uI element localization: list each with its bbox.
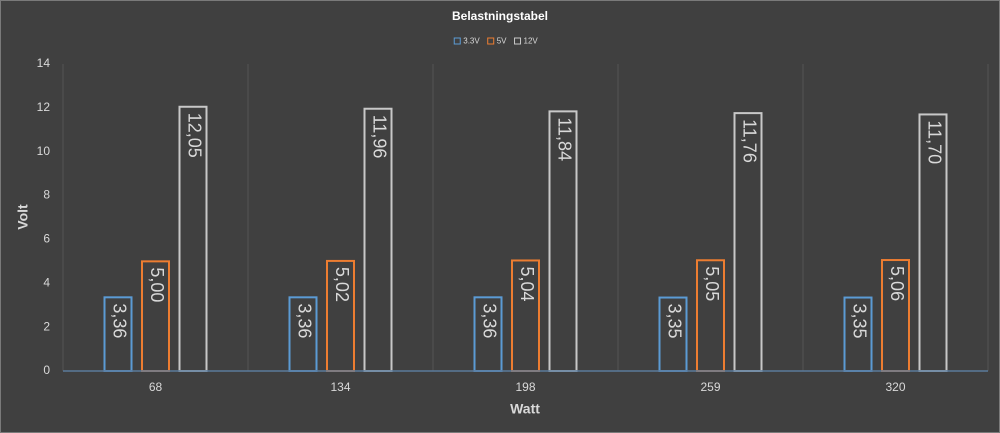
value-label: 11,96 bbox=[369, 115, 389, 159]
value-label: 5,02 bbox=[332, 267, 352, 302]
value-label: 3,36 bbox=[479, 303, 499, 338]
y-tick-label: 10 bbox=[37, 144, 51, 158]
y-tick-label: 0 bbox=[43, 363, 50, 377]
value-label: 5,06 bbox=[887, 266, 907, 301]
x-tick-label: 198 bbox=[515, 380, 535, 394]
value-label: 5,00 bbox=[147, 267, 167, 302]
value-label: 11,70 bbox=[924, 120, 944, 164]
x-tick-label: 134 bbox=[330, 380, 350, 394]
y-tick-label: 14 bbox=[37, 56, 51, 70]
legend-label: 12V bbox=[524, 37, 539, 46]
y-axis-label: Volt bbox=[15, 204, 31, 230]
value-label: 3,36 bbox=[109, 303, 129, 338]
legend-swatch bbox=[514, 37, 522, 45]
legend-label: 5V bbox=[497, 37, 507, 46]
value-label: 3,35 bbox=[849, 304, 869, 339]
value-label: 3,36 bbox=[294, 303, 314, 338]
value-label: 11,84 bbox=[554, 117, 574, 161]
x-tick-label: 68 bbox=[149, 380, 163, 394]
x-axis-label: Watt bbox=[510, 401, 540, 417]
value-label: 5,04 bbox=[517, 266, 537, 301]
value-label: 3,35 bbox=[664, 304, 684, 339]
legend-swatch bbox=[453, 37, 461, 45]
legend-label: 3.3V bbox=[463, 37, 480, 46]
value-label: 5,05 bbox=[702, 266, 722, 301]
y-tick-label: 12 bbox=[37, 100, 51, 114]
chart-title: Belastningstabel bbox=[452, 9, 548, 23]
value-label: 12,05 bbox=[184, 113, 204, 158]
y-tick-label: 8 bbox=[43, 188, 50, 202]
value-label: 11,76 bbox=[739, 119, 759, 163]
legend-swatch bbox=[487, 37, 495, 45]
x-tick-label: 320 bbox=[885, 380, 905, 394]
y-tick-label: 2 bbox=[43, 319, 50, 333]
y-tick-label: 6 bbox=[43, 232, 50, 246]
y-tick-label: 4 bbox=[43, 275, 50, 289]
x-tick-label: 259 bbox=[700, 380, 720, 394]
